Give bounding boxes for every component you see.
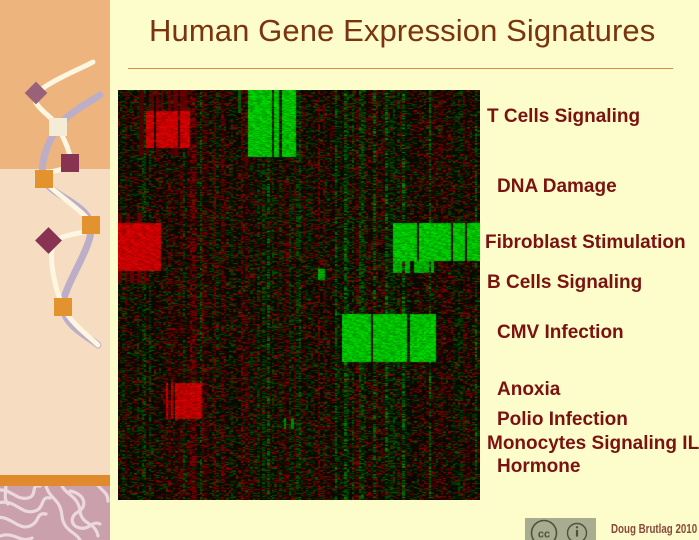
svg-text:cc: cc [538, 529, 550, 540]
